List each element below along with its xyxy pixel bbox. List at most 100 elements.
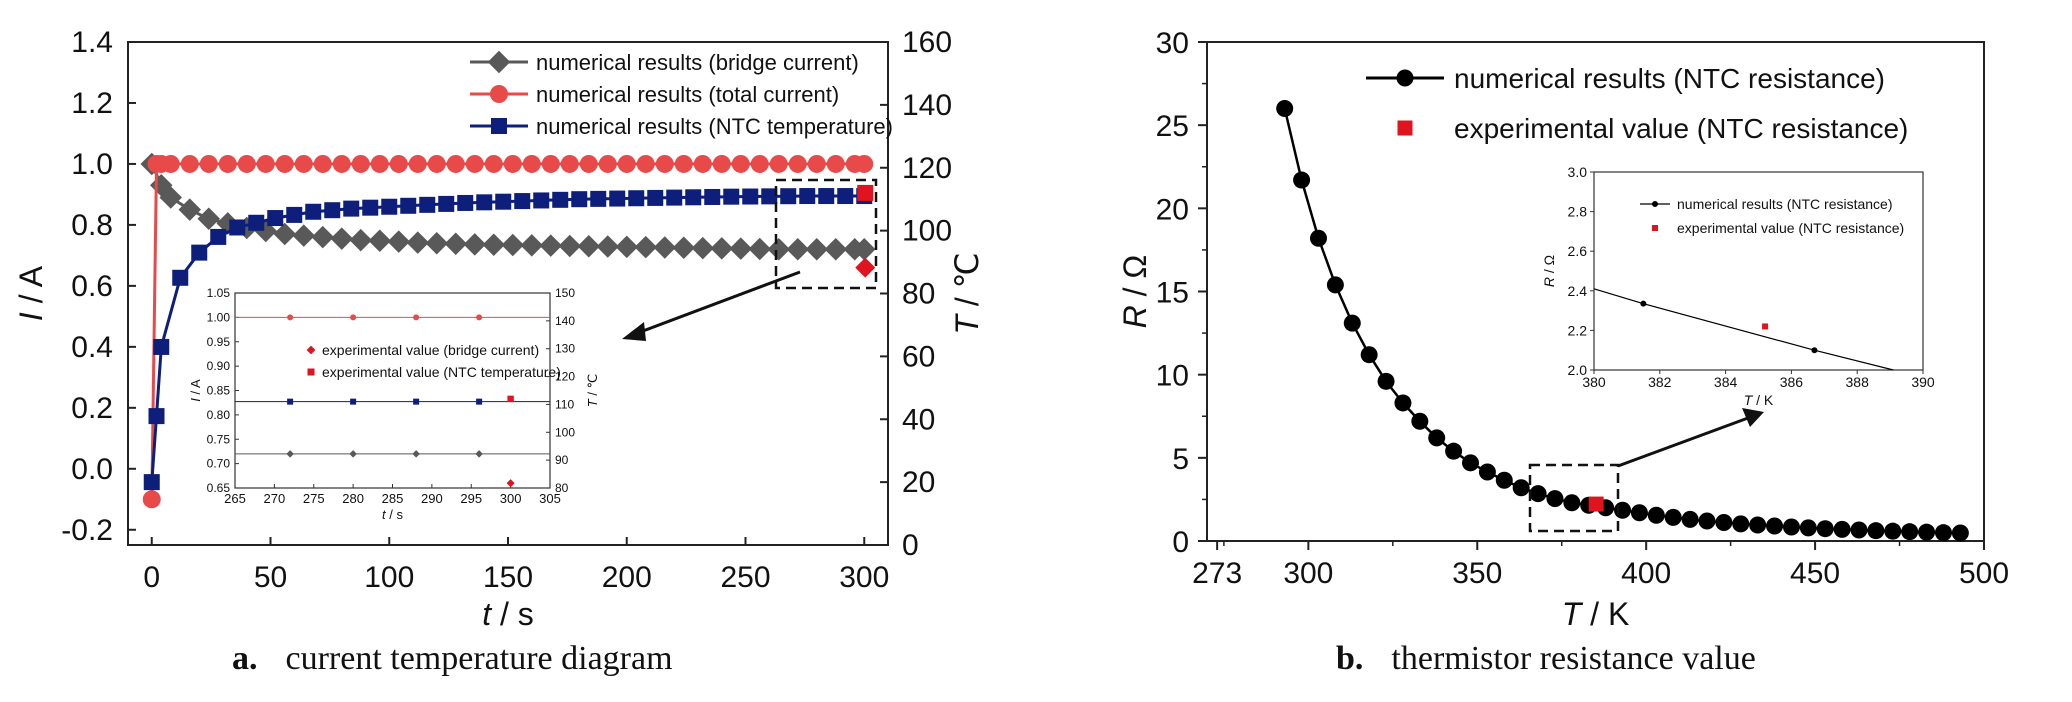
inset-x-axis-label-a: t / s <box>382 507 403 522</box>
series-point-a-1 <box>855 154 874 173</box>
series-point-a-2 <box>419 196 436 213</box>
inset-series-point-a-0 <box>413 314 420 321</box>
inset-x-tick-label-a: 305 <box>539 491 561 506</box>
inset-y-right-tick-label-a: 80 <box>555 481 569 495</box>
inset-y-tick-label-b: 2.4 <box>1568 283 1588 299</box>
inset-y-left-tick-label-a: 0.90 <box>207 359 231 373</box>
inset-y-tick-label-b: 3.0 <box>1568 164 1588 180</box>
inset-legend-marker-b <box>1652 225 1658 231</box>
series-point-a-0 <box>577 234 600 258</box>
inset-x-tick-label-a: 265 <box>224 491 246 506</box>
series-point-a-2 <box>590 190 607 207</box>
series-point-a-1 <box>237 154 256 173</box>
inset-y-left-tick-label-a: 0.95 <box>207 335 231 349</box>
inset-y-left-tick-label-a: 0.85 <box>207 384 231 398</box>
y-right-tick-label-a: 40 <box>902 403 935 436</box>
legend-marker-b <box>1396 69 1414 87</box>
series-point-a-2 <box>148 408 165 425</box>
series-point-b <box>1445 442 1463 460</box>
series-point-b <box>1326 276 1344 294</box>
series-point-a-2 <box>799 188 816 205</box>
y-left-tick-label-a: 0.6 <box>71 270 113 303</box>
series-point-a-2 <box>143 474 160 491</box>
series-point-a-2 <box>495 193 512 210</box>
series-point-a-0 <box>558 234 581 258</box>
series-point-a-2 <box>761 188 778 205</box>
legend-label-a: numerical results (bridge current) <box>536 50 859 75</box>
experimental-point-a-0 <box>855 257 876 278</box>
inset-x-axis-label-b: T / K <box>1744 392 1774 408</box>
series-point-b <box>1951 524 1969 542</box>
inset-x-tick-label-a: 295 <box>460 491 482 506</box>
series-point-a-2 <box>438 195 455 212</box>
series-point-b <box>1715 514 1733 532</box>
series-point-a-0 <box>805 238 828 261</box>
series-line-a-2 <box>150 194 865 483</box>
inset-experimental-point-b <box>1762 323 1769 330</box>
series-point-b <box>1563 494 1581 512</box>
legend-marker-a <box>491 118 507 134</box>
series-point-a-0 <box>767 238 790 261</box>
series-point-a-2 <box>742 188 759 205</box>
series-point-a-1 <box>788 154 807 173</box>
inset-series-point-a-1 <box>287 398 294 405</box>
series-point-a-0 <box>539 234 562 257</box>
series-point-b <box>1394 394 1412 412</box>
inset-x-tick-label-a: 280 <box>342 491 364 506</box>
inset-x-tick-label-b: 388 <box>1846 374 1870 390</box>
series-point-a-1 <box>313 154 332 173</box>
inset-series-point-a-0 <box>287 314 294 321</box>
inset-series-point-a-1 <box>476 398 483 405</box>
caption-a-text: current temperature diagram <box>285 640 673 677</box>
series-point-a-0 <box>330 227 353 250</box>
x-tick-label-b: 300 <box>1283 557 1333 590</box>
inset-x-tick-label-b: 384 <box>1714 374 1738 390</box>
inset-legend-marker-a <box>306 345 316 355</box>
series-point-a-2 <box>153 338 170 355</box>
y-tick-label-b: 20 <box>1156 193 1189 226</box>
inset-x-tick-label-b: 380 <box>1582 374 1606 390</box>
series-point-a-2 <box>476 194 493 211</box>
y-left-tick-label-a: 0.2 <box>71 392 113 425</box>
inset-x-tick-label-a: 285 <box>382 491 404 506</box>
y-right-tick-label-a: 0 <box>902 529 919 562</box>
y-right-tick-label-a: 80 <box>902 278 935 311</box>
x-tick-label-b: 450 <box>1790 557 1840 590</box>
series-point-a-1 <box>807 154 826 173</box>
inset-y-tick-label-b: 2.2 <box>1568 322 1588 338</box>
inset-x-tick-label-a: 270 <box>264 491 286 506</box>
legend-b: numerical results (NTC resistance) experi… <box>1366 63 1908 144</box>
inset-series-line-b <box>1593 288 1894 371</box>
experimental-point-b-0 <box>1588 496 1604 512</box>
series-point-b <box>1884 522 1902 540</box>
y-tick-label-b: 10 <box>1156 360 1189 393</box>
series-point-a-1 <box>712 154 731 173</box>
y-left-tick-label-a: -0.2 <box>61 514 113 547</box>
series-point-a-0 <box>596 235 619 258</box>
series-point-a-2 <box>552 191 569 208</box>
series-point-b <box>1293 171 1311 189</box>
series-point-a-1 <box>598 154 617 173</box>
y-left-tick-label-a: 1.4 <box>71 26 113 59</box>
series-point-b <box>1732 515 1750 533</box>
inset-series-point-a-0 <box>350 314 357 321</box>
inset-legend-marker-b <box>1652 201 1658 207</box>
inset-y-right-tick-label-a: 150 <box>555 286 575 300</box>
inset-series-point-a-1 <box>350 398 357 405</box>
inset-y-left-tick-label-a: 1.05 <box>207 286 231 300</box>
series-point-a-0 <box>501 233 524 257</box>
x-tick-label-a: 50 <box>254 561 287 594</box>
inset-legend-label-b: numerical results (NTC resistance) <box>1677 196 1893 212</box>
y-left-axis-label-a: I / A <box>13 265 49 321</box>
inset-y-tick-label-b: 2.6 <box>1568 243 1588 259</box>
series-point-a-1 <box>465 154 484 173</box>
series-point-a-1 <box>199 154 218 173</box>
zoom-box-a <box>774 178 878 290</box>
series-point-a-2 <box>248 214 265 231</box>
zoom-arrow-line-b <box>1617 416 1749 468</box>
series-point-a-2 <box>780 188 797 205</box>
inset-legend-label-a: experimental value (bridge current) <box>322 342 539 358</box>
inset-x-tick-label-b: 386 <box>1780 374 1804 390</box>
experimental-point-a-1 <box>857 184 874 201</box>
